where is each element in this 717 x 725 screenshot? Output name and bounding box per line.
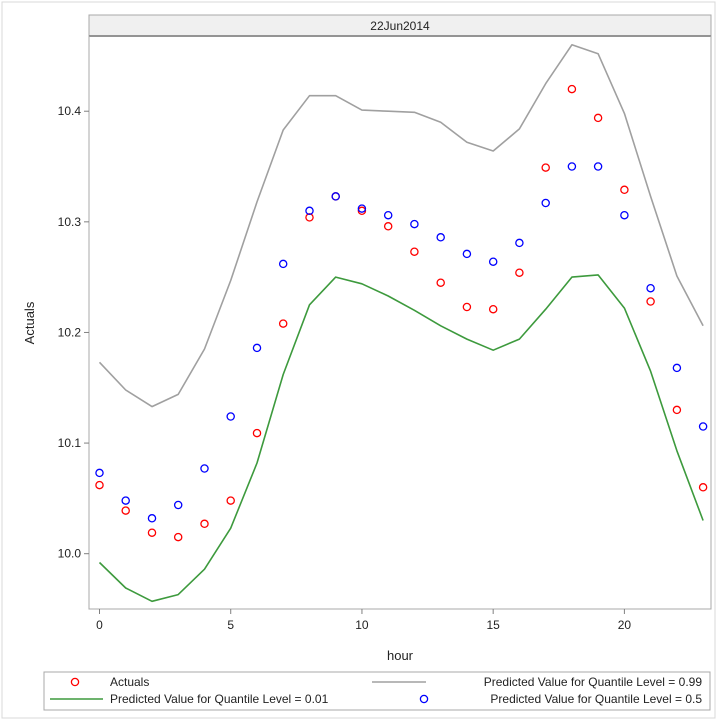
- data-point-predicted-value-for-quantile-level-0-5: [515, 238, 524, 248]
- data-point-actuals: [567, 84, 577, 94]
- data-point-actuals: [410, 247, 419, 256]
- data-point-actuals: [252, 428, 262, 438]
- series-layer: [95, 43, 708, 603]
- data-point-actuals: [672, 405, 682, 415]
- data-point-predicted-value-for-quantile-level-0-5: [331, 192, 340, 201]
- data-point-predicted-value-for-quantile-level-0-5: [410, 219, 419, 229]
- x-tick-label: 15: [486, 618, 500, 632]
- data-point-actuals: [515, 268, 524, 277]
- legend-label-predicted-value-for-quantile-level-0-99: Predicted Value for Quantile Level = 0.9…: [484, 675, 703, 689]
- data-point-predicted-value-for-quantile-level-0-5: [698, 422, 708, 431]
- data-point-predicted-value-for-quantile-level-0-5: [541, 198, 550, 208]
- data-point-predicted-value-for-quantile-level-0-5: [147, 514, 157, 523]
- y-tick-label: 10.0: [58, 547, 82, 561]
- legend-label-predicted-value-for-quantile-level-0-01: Predicted Value for Quantile Level = 0.0…: [110, 692, 329, 706]
- panel-title: 22Jun2014: [370, 19, 430, 33]
- y-tick-label: 10.2: [58, 325, 82, 339]
- data-point-actuals: [488, 304, 498, 314]
- x-tick-label: 10: [355, 618, 369, 632]
- x-tick-label: 5: [227, 618, 234, 632]
- legend-box: [43, 671, 711, 711]
- data-point-actuals: [593, 113, 603, 123]
- legend: Actuals Predicted Value for Quantile Leve…: [50, 675, 702, 706]
- data-point-predicted-value-for-quantile-level-0-5: [462, 249, 472, 259]
- data-point-predicted-value-for-quantile-level-0-5: [121, 496, 130, 505]
- plot-area: [88, 35, 712, 610]
- data-point-actuals: [646, 297, 655, 306]
- data-point-predicted-value-for-quantile-level-0-5: [252, 343, 262, 353]
- x-axis: 0 5 10 15 20: [96, 609, 631, 632]
- series-line-predicted-value-for-quantile-level-0-99: [98, 43, 704, 408]
- data-point-actuals: [278, 319, 288, 328]
- y-tick-label: 10.4: [58, 104, 82, 118]
- legend-label-actuals: Actuals: [110, 675, 149, 689]
- x-axis-label: hour: [387, 648, 414, 663]
- legend-symbol-actuals: [70, 677, 80, 687]
- data-point-actuals: [200, 519, 209, 529]
- data-point-predicted-value-for-quantile-level-0-5: [620, 210, 629, 220]
- data-point-actuals: [121, 506, 130, 515]
- x-tick-label: 20: [618, 618, 632, 632]
- data-point-predicted-value-for-quantile-level-0-5: [383, 210, 393, 220]
- data-point-actuals: [226, 496, 235, 505]
- y-axis-label: Actuals: [22, 301, 37, 344]
- data-point-predicted-value-for-quantile-level-0-5: [567, 162, 577, 171]
- data-point-actuals: [698, 483, 708, 492]
- data-point-actuals: [436, 278, 445, 287]
- data-point-actuals: [620, 185, 629, 195]
- data-point-predicted-value-for-quantile-level-0-5: [173, 500, 183, 510]
- x-tick-label: 0: [96, 618, 103, 632]
- y-axis: 10.0 10.1 10.2 10.3 10.4: [58, 104, 89, 561]
- legend-symbol-predicted-value-for-quantile-level-0-5: [419, 694, 429, 704]
- data-point-predicted-value-for-quantile-level-0-5: [646, 283, 655, 293]
- data-point-actuals: [147, 528, 157, 537]
- data-point-predicted-value-for-quantile-level-0-5: [95, 468, 104, 478]
- data-point-predicted-value-for-quantile-level-0-5: [305, 206, 314, 216]
- data-point-predicted-value-for-quantile-level-0-5: [672, 363, 682, 373]
- data-point-actuals: [173, 532, 183, 542]
- data-point-predicted-value-for-quantile-level-0-5: [488, 257, 498, 266]
- data-point-predicted-value-for-quantile-level-0-5: [593, 162, 603, 171]
- legend-label-predicted-value-for-quantile-level-0-5: Predicted Value for Quantile Level = 0.5: [490, 692, 702, 706]
- y-tick-label: 10.3: [58, 215, 82, 229]
- data-point-predicted-value-for-quantile-level-0-5: [436, 233, 445, 242]
- data-point-predicted-value-for-quantile-level-0-5: [226, 412, 235, 421]
- data-point-actuals: [462, 302, 472, 312]
- y-tick-label: 10.1: [58, 436, 82, 450]
- data-point-predicted-value-for-quantile-level-0-5: [278, 259, 288, 269]
- series-line-predicted-value-for-quantile-level-0-01: [98, 274, 704, 603]
- data-point-actuals: [541, 163, 550, 172]
- data-point-actuals: [383, 222, 393, 231]
- data-point-actuals: [95, 480, 104, 490]
- data-point-predicted-value-for-quantile-level-0-5: [200, 464, 209, 473]
- data-point-predicted-value-for-quantile-level-0-5: [357, 204, 367, 213]
